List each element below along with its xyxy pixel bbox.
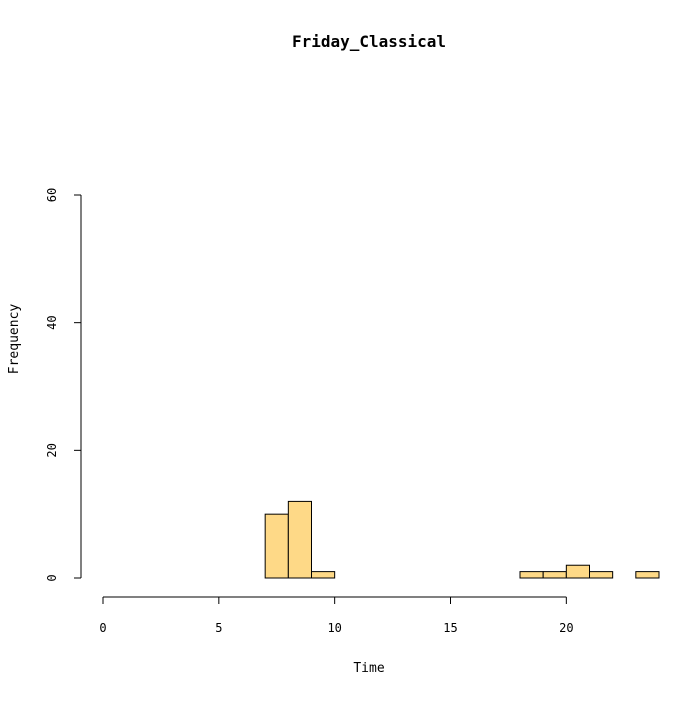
histogram-bar-21 xyxy=(589,571,614,579)
x-axis: 0 5 10 15 20 xyxy=(99,596,574,635)
x-tick-label-2: 10 xyxy=(327,621,341,635)
x-tick-label-3: 15 xyxy=(443,621,457,635)
histogram-bar-9 xyxy=(311,571,336,579)
y-axis: 0 20 40 60 xyxy=(45,188,82,582)
histogram-bar-19 xyxy=(542,571,567,579)
y-axis-label: Frequency xyxy=(7,304,22,375)
histogram-bar-20 xyxy=(565,564,590,579)
y-tick-label-0: 0 xyxy=(45,574,59,581)
y-tick-label-2: 40 xyxy=(45,315,59,329)
x-tick-label-4: 20 xyxy=(559,621,573,635)
y-tick-label-1: 20 xyxy=(45,443,59,457)
x-axis-label: Time xyxy=(353,661,384,676)
y-tick-label-3: 60 xyxy=(45,188,59,202)
bars-group xyxy=(264,500,660,579)
histogram-bar-18 xyxy=(519,571,544,579)
x-tick-label-0: 0 xyxy=(99,621,106,635)
chart-title: Friday_Classical xyxy=(292,32,446,51)
x-tick-label-1: 5 xyxy=(215,621,222,635)
histogram-bar-23 xyxy=(635,571,660,579)
histogram-bar-7 xyxy=(264,513,289,579)
histogram-bar-8 xyxy=(287,500,313,579)
